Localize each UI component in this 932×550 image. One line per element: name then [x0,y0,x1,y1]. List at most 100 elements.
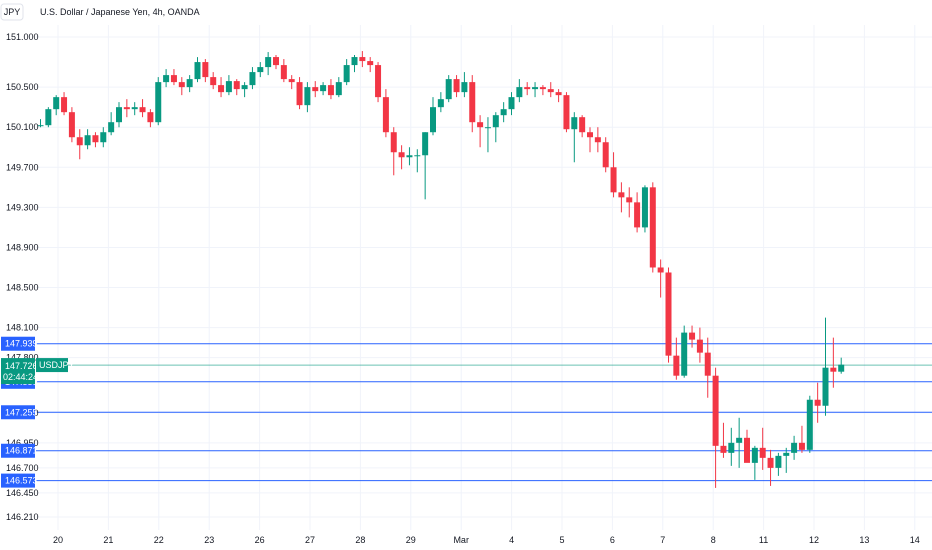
candle [422,132,429,200]
candle-body [68,112,75,138]
date-tick-label: 5 [559,535,564,545]
chart-title: U.S. Dollar / Japanese Yen, 4h, OANDA [40,7,200,17]
candle-body [500,109,507,116]
candle [335,77,342,98]
candle-body [273,57,279,66]
date-tick-label: 27 [305,535,315,545]
candle-body [327,85,334,96]
currency-badge[interactable] [0,3,24,21]
candle-body [233,81,240,90]
candle-body [108,122,115,133]
candle-body [618,192,625,198]
candle [602,137,609,173]
candle [116,102,122,128]
candle-body [673,355,680,376]
candle-body [626,197,633,203]
candle [579,115,586,138]
candle-body [806,399,813,450]
candle [68,107,75,143]
candle-body [524,87,531,90]
current-price: 147.726 [5,361,38,371]
candle [139,99,146,118]
candle-body [131,107,138,110]
candle [665,267,672,363]
candle-body [320,85,327,92]
candle-body [249,72,256,86]
candle [798,425,805,453]
candle-body [76,137,83,146]
candle-body [218,85,225,93]
candle [359,51,366,68]
price-tick-label: 146.950 [6,438,39,448]
candle [571,112,578,163]
candle [84,129,91,150]
price-tick-label: 150.100 [6,122,39,132]
date-tick-label: 4 [509,535,514,545]
candle-body [406,155,413,158]
candle [233,79,240,96]
candle [414,149,421,173]
candle-body [414,155,421,157]
candle [649,182,656,273]
candle [108,112,115,136]
candle [202,59,209,83]
candle-body [783,452,790,456]
candle-body [508,97,515,110]
candle-body [516,87,523,98]
countdown: 02:44:24 [3,372,38,382]
candle [492,112,499,143]
candle-body [579,117,586,133]
symbol-tag-box [36,358,68,373]
candle-body [335,82,342,96]
candle-body [461,82,468,93]
candle [681,325,688,378]
candle-body [92,135,99,143]
candle-body [555,92,562,96]
candle-body [728,442,735,453]
date-tick-label: 20 [53,535,63,545]
candle-body [477,122,484,128]
candle [430,97,436,136]
candle-body [798,442,805,450]
candle-body [665,272,672,356]
candle [265,52,272,76]
candle [751,445,758,480]
candle-body [563,95,570,130]
candle-body [210,77,217,86]
candle [398,145,405,170]
candle-body [359,57,366,62]
current-price-tag: 147.726 02:44:24 USDJPY [1,358,75,385]
date-tick-label: 21 [103,535,113,545]
candle-body [304,87,311,106]
candle-body [767,457,774,468]
candle [610,152,617,198]
currency-label: JPY [4,7,21,17]
candle [61,92,68,116]
candle [736,417,743,468]
candle-body [265,57,272,68]
candle [791,435,798,460]
date-tick-label: 8 [711,535,716,545]
price-tick-label: 148.900 [6,242,39,252]
candle [453,75,460,98]
candle [437,92,444,113]
candle-body [484,127,491,129]
candle-body [61,97,68,113]
candle [45,107,52,128]
candle [37,119,44,128]
candle-body [830,367,837,372]
candle-body [100,132,107,143]
candle [634,192,641,233]
candle-body [398,152,405,158]
candle [838,357,845,374]
candle-body [123,107,130,110]
candle-body [704,352,711,376]
date-tick-label: 12 [809,535,819,545]
candle-body [139,107,146,113]
candle [194,57,201,83]
date-tick-label: 28 [355,535,365,545]
candle [241,82,248,98]
price-tick-label: 148.100 [6,323,39,333]
price-tick-label: 149.300 [6,202,39,212]
